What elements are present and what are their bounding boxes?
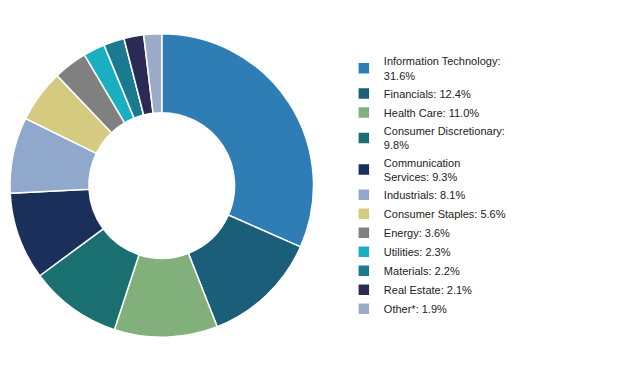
svg-text:Materials: 2.2%: Materials: 2.2% [384,265,460,277]
svg-text:Information Technology:31.6%: Information Technology:31.6% [384,55,501,81]
svg-text:Industrials: 8.1%: Industrials: 8.1% [384,189,466,201]
svg-text:Consumer Discretionary:9.8%: Consumer Discretionary:9.8% [384,125,505,151]
svg-text:Financials: 12.4%: Financials: 12.4% [384,88,471,100]
svg-text:Health Care: 11.0%: Health Care: 11.0% [384,107,479,119]
svg-text:Utilities: 2.3%: Utilities: 2.3% [384,246,451,258]
svg-text:Real Estate: 2.1%: Real Estate: 2.1% [384,284,472,296]
svg-text:Consumer Staples: 5.6%: Consumer Staples: 5.6% [384,208,506,220]
svg-text:Other*: 1.9%: Other*: 1.9% [384,303,447,315]
svg-text:Energy: 3.6%: Energy: 3.6% [384,227,450,239]
svg-text:CommunicationServices: 9.3%: CommunicationServices: 9.3% [384,157,460,183]
